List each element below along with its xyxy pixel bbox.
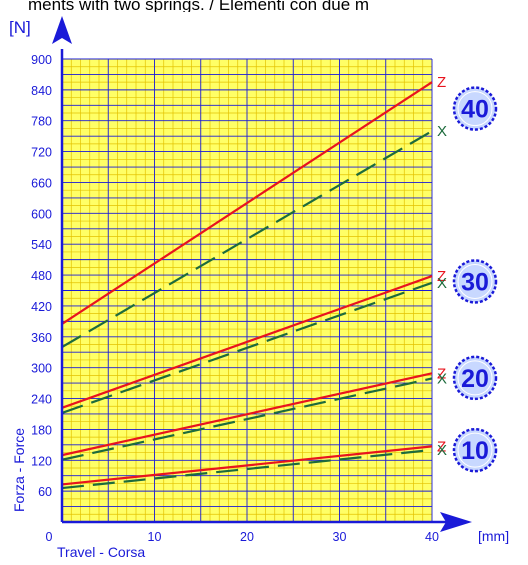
x-tick-label: 20 bbox=[240, 530, 254, 544]
x-tick-label: 40 bbox=[425, 530, 439, 544]
major-grid bbox=[62, 58, 433, 522]
header-text: ments with two springs. / Elementi con d… bbox=[28, 0, 369, 14]
group-badge-10: 10 bbox=[452, 427, 498, 473]
series-end-label-z: Z bbox=[437, 268, 446, 285]
series-line-10-z bbox=[61, 445, 433, 486]
series-line-20-x bbox=[61, 377, 433, 461]
y-tick-label: 300 bbox=[31, 362, 52, 376]
y-tick-label: 720 bbox=[31, 146, 52, 160]
x-tick-label: 0 bbox=[46, 530, 53, 544]
series-end-label-x: X bbox=[437, 123, 447, 140]
y-tick-label: 600 bbox=[31, 207, 52, 221]
badge-label: 20 bbox=[461, 365, 489, 393]
series-line-30-z bbox=[61, 275, 433, 409]
series-line-40-z bbox=[61, 81, 433, 325]
badge-circle bbox=[452, 355, 498, 401]
x-unit-label: [mm] bbox=[478, 528, 509, 544]
series-line-20-z bbox=[61, 372, 433, 457]
series-end-label-x: X bbox=[437, 370, 447, 387]
x-tick-label: 10 bbox=[148, 530, 162, 544]
badge-inner-ring bbox=[457, 91, 493, 127]
badge-label: 10 bbox=[461, 437, 489, 465]
series-end-label-z: Z bbox=[437, 74, 446, 91]
y-tick-label: 660 bbox=[31, 176, 52, 190]
series-end-label-z: Z bbox=[437, 365, 446, 382]
x-axis-arrow-icon bbox=[440, 512, 472, 532]
y-tick-label: 900 bbox=[31, 53, 52, 67]
badge-label: 30 bbox=[461, 268, 489, 296]
group-badge-20: 20 bbox=[452, 355, 498, 401]
badge-inner-ring bbox=[457, 432, 493, 468]
y-tick-label: 240 bbox=[31, 393, 52, 407]
series-end-label-x: X bbox=[437, 442, 447, 459]
y-tick-label: 780 bbox=[31, 115, 52, 129]
group-badge-30: 30 bbox=[452, 259, 498, 304]
y-tick-label: 120 bbox=[31, 454, 52, 468]
y-tick-label: 360 bbox=[31, 331, 52, 345]
y-tick-label: 180 bbox=[31, 423, 52, 437]
series-end-label-x: X bbox=[437, 275, 447, 292]
y-tick-label: 540 bbox=[31, 238, 52, 252]
series-line-40-x bbox=[61, 130, 433, 349]
series-line-30-x bbox=[61, 281, 433, 414]
y-tick-label: 480 bbox=[31, 269, 52, 283]
badge-circle bbox=[452, 427, 498, 473]
y-tick-label: 840 bbox=[31, 84, 52, 98]
y-tick-label: 420 bbox=[31, 300, 52, 314]
series-end-label-z: Z bbox=[437, 438, 446, 455]
badge-inner-ring bbox=[457, 263, 493, 299]
y-axis-arrow-icon bbox=[52, 16, 72, 44]
badge-circle bbox=[452, 259, 498, 304]
y-axis-title: Forza - Force bbox=[11, 428, 27, 512]
x-axis-title: Travel - Corsa bbox=[57, 544, 145, 560]
badge-label: 40 bbox=[461, 96, 489, 124]
y-unit-label: [N] bbox=[9, 18, 31, 37]
group-badge-40: 40 bbox=[452, 86, 498, 131]
badge-circle bbox=[452, 86, 498, 131]
x-tick-label: 30 bbox=[333, 530, 347, 544]
badge-inner-ring bbox=[457, 360, 493, 396]
y-tick-label: 60 bbox=[38, 485, 52, 499]
